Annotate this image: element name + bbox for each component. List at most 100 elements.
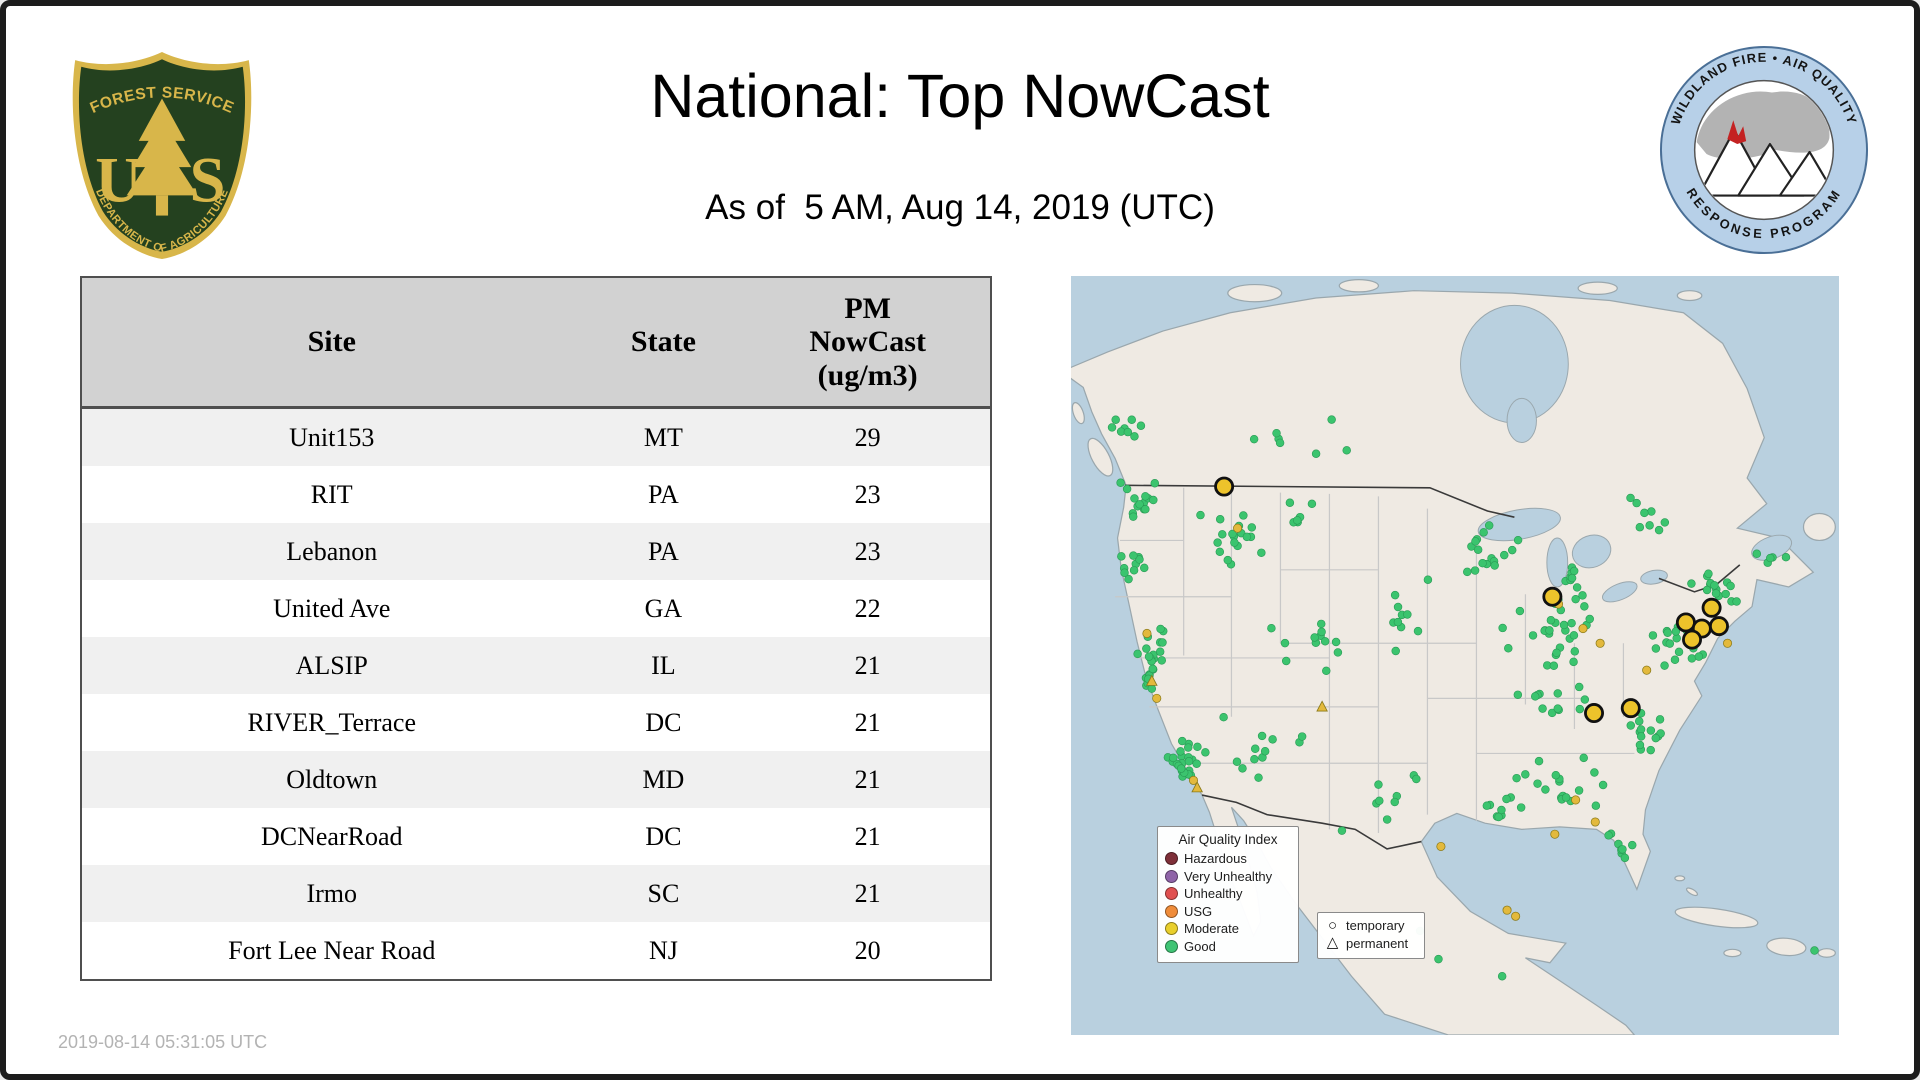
monitor-dot-good: [1567, 573, 1577, 583]
cell-pm: 21: [745, 751, 991, 808]
monitor-dot-good: [1331, 637, 1341, 647]
nowcast-table: Site State PM NowCast (ug/m3) Unit153 MT 29 R…: [80, 276, 992, 981]
monitor-dot-good: [1390, 590, 1400, 600]
monitor-dot-good: [1215, 515, 1225, 524]
cell-pm: 21: [854, 707, 881, 737]
monitor-dot-moderate: [1723, 638, 1733, 648]
monitor-dot-good: [1120, 568, 1129, 577]
legend-item-unhealthy: Unhealthy: [1165, 885, 1291, 903]
monitor-dot-good: [1129, 566, 1139, 575]
aqi-legend-title: Air Quality Index: [1178, 832, 1278, 847]
top-site-marker: [1682, 629, 1702, 650]
monitor-dot-good: [1393, 602, 1403, 612]
state-borders: [1115, 487, 1635, 834]
monitor-dot-good: [1320, 637, 1330, 646]
monitor-dot-good: [1128, 512, 1138, 521]
col-header-pm: PM NowCast (ug/m3): [745, 277, 991, 409]
monitor-dot-good: [1498, 623, 1507, 633]
mountains-icon: [1697, 129, 1833, 197]
monitor-dot-good: [1317, 627, 1326, 637]
monitor-dot-good: [1604, 831, 1613, 840]
aqi-color-dot: [1165, 887, 1178, 901]
monitor-dot-good: [1620, 853, 1630, 863]
cell-pm: 20: [854, 935, 881, 965]
monitor-dot-good: [1257, 731, 1267, 741]
cell-pm: 29: [745, 407, 991, 466]
monitor-dot-moderate: [1502, 905, 1512, 915]
monitor-dot-good: [1590, 768, 1599, 777]
monitor-dot-good: [1247, 523, 1257, 532]
monitor-dot-good: [1239, 511, 1248, 520]
monitor-dot-good: [1598, 780, 1608, 790]
shape-legend: ○ temporary △ permanent: [1317, 912, 1425, 959]
shape-legend-items: ○ temporary △ permanent: [1325, 917, 1417, 952]
monitor-dot-good: [1528, 631, 1538, 640]
monitor-dot-good: [1215, 547, 1225, 557]
monitor-dot-good: [1515, 606, 1525, 616]
cell-state: SC: [581, 865, 746, 922]
monitor-dot-moderate: [1642, 665, 1652, 675]
legend-item-moderate: Moderate: [1165, 920, 1291, 938]
top-site-marker: [1542, 586, 1563, 607]
monitor-dot-good: [1238, 764, 1247, 773]
monitor-dot-good: [1293, 516, 1302, 525]
table-row: RIVER_Terrace DC 21: [81, 694, 991, 751]
monitor-dot-good: [1572, 583, 1582, 592]
monitor-dot-good: [1579, 753, 1588, 763]
legend-label: USG: [1184, 903, 1213, 919]
aqi-color-dot: [1165, 904, 1178, 918]
monitor-dot-good: [1250, 744, 1260, 754]
cell-state: PA: [647, 479, 679, 509]
moderate-monitors-layer: [1142, 523, 1733, 921]
monitor-dot-good: [1124, 574, 1133, 584]
monitor-dot-good: [1648, 631, 1658, 640]
monitor-dot-good: [1553, 689, 1562, 698]
cell-pm: 22: [854, 593, 881, 623]
monitor-dot-good: [1694, 652, 1704, 661]
monitor-dot-good: [1752, 549, 1762, 558]
legend-label: Very Unhealthy: [1184, 868, 1273, 884]
cell-state: IL: [581, 637, 746, 694]
monitor-dot-good: [1571, 594, 1580, 604]
monitor-dot-good: [1549, 661, 1559, 671]
monitor-dot-good: [1228, 529, 1237, 539]
table-row: Irmo SC 21: [81, 865, 991, 922]
cell-state: DC: [645, 821, 682, 851]
monitor-dot-good: [1267, 623, 1276, 633]
monitor-dot-good: [1553, 704, 1562, 713]
monitor-dot-good: [1148, 664, 1157, 674]
monitor-dot-good: [1147, 684, 1157, 693]
legend-item-temporary: ○ temporary: [1325, 917, 1417, 935]
monitor-dot-moderate: [1511, 911, 1521, 921]
aqi-color-dot: [1165, 922, 1178, 936]
monitor-dot-good: [1201, 748, 1210, 757]
monitor-dot-good: [1585, 614, 1594, 624]
monitor-dot-good: [1654, 525, 1664, 535]
cell-state: PA: [581, 523, 746, 580]
cell-pm: 23: [854, 479, 881, 509]
monitor-dot-good: [1213, 538, 1222, 547]
monitor-dot-moderate: [1152, 693, 1162, 703]
monitor-dot-good: [1176, 747, 1185, 756]
legend-label: Moderate: [1184, 921, 1239, 936]
monitor-dot-moderate: [1578, 624, 1588, 634]
monitor-dot-good: [1142, 644, 1151, 653]
cell-state: DC: [645, 707, 682, 737]
monitor-dot-moderate: [1188, 775, 1199, 785]
monitor-dot-good: [1150, 479, 1160, 488]
monitor-dot-good: [1512, 773, 1521, 783]
aqi-color-dot: [1165, 852, 1178, 866]
monitor-dot-good: [1260, 747, 1270, 756]
monitor-dot-good: [1123, 427, 1133, 437]
cell-state: MT: [581, 407, 746, 466]
monitor-dot-good: [1580, 695, 1590, 704]
monitor-dot-good: [1249, 434, 1259, 444]
monitor-dot-good: [1502, 794, 1511, 804]
monitor-dot-good: [1504, 644, 1513, 653]
monitor-dot-good: [1254, 773, 1263, 782]
forest-service-logo: FOREST SERVICE U S DEPARTMENT OF AGRICUL…: [72, 52, 252, 259]
monitor-dot-good: [1155, 647, 1165, 656]
monitor-dot-good: [1636, 732, 1646, 741]
monitor-dot-good: [1635, 740, 1645, 750]
monitor-dot-good: [1122, 484, 1132, 494]
